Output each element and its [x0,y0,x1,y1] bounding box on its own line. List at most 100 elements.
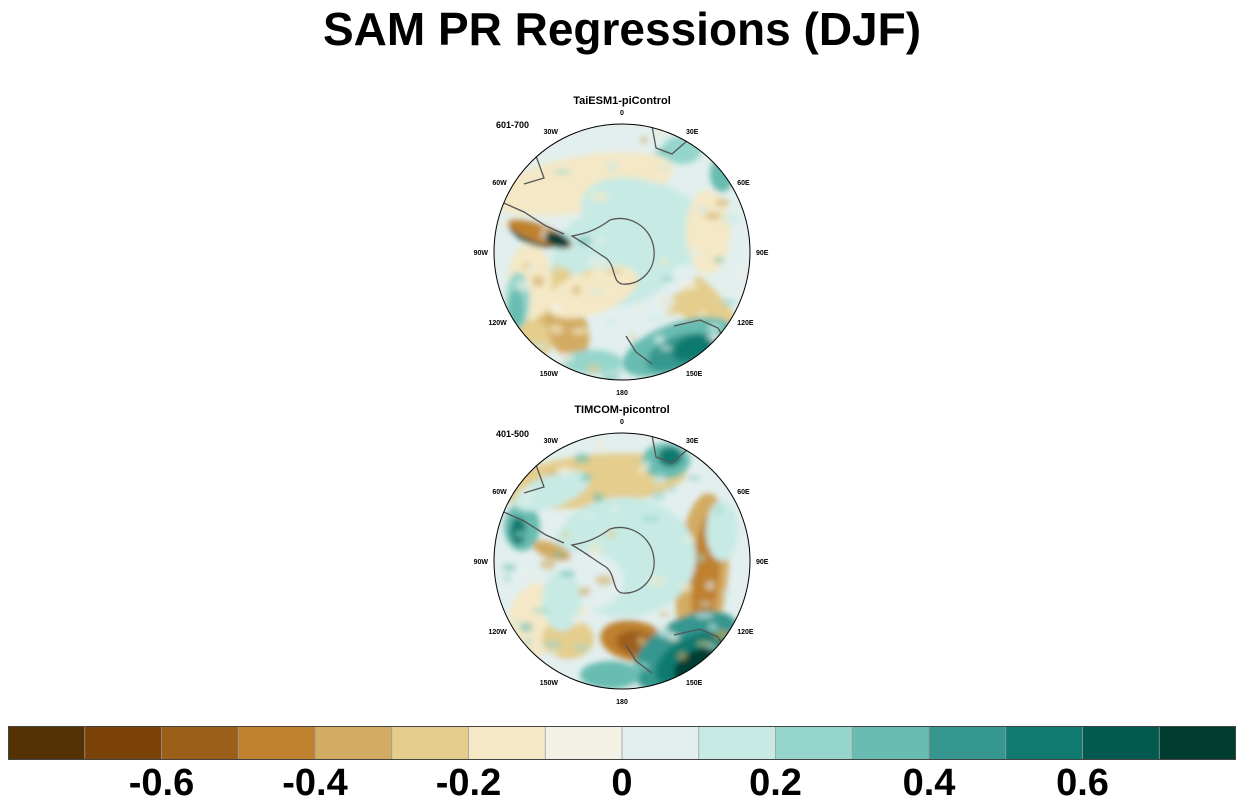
contour-speck [587,257,607,266]
longitude-label: 0 [620,419,624,426]
contour-speck [657,258,671,265]
contour-speck [721,298,736,307]
longitude-label: 90W [474,250,489,257]
longitude-label: 60E [737,489,750,496]
contour-speck [548,323,564,336]
contour-speck [708,623,718,632]
contour-speck [711,222,718,227]
longitude-label: 90W [474,559,489,566]
contour-speck [648,576,665,587]
contour-speck [521,488,534,494]
south-america-coastline [496,508,565,544]
contour-speck [696,641,713,646]
contour-patch [580,177,716,267]
panel-period: 601-700 [496,120,529,130]
contour-speck [512,620,524,626]
contour-speck [559,570,576,577]
contour-speck [577,236,592,246]
contour-speck [705,580,715,591]
contour-speck [675,571,687,580]
contour-patch [658,447,682,467]
contour-speck [632,339,640,350]
contour-speck [586,652,598,659]
contour-speck [589,288,605,295]
antarctica-coastline [570,217,655,285]
new-zealand-coastline [625,644,653,674]
longitude-label: 60W [492,180,507,187]
contour-speck [721,213,741,225]
contour-speck [561,531,571,539]
contour-speck [580,270,593,277]
regression-field [494,124,750,380]
contour-speck [606,161,619,172]
longitude-label: 30E [686,129,699,136]
contour-speck [580,473,593,482]
contour-speck [695,206,710,213]
colorbar-box [468,726,546,760]
contour-speck [680,280,698,291]
colorbar-tick-label: -0.6 [128,762,195,804]
contour-patch [543,231,571,249]
contour-speck [657,165,670,170]
contour-speck [531,275,545,287]
contour-speck [573,644,590,651]
contour-speck [637,636,646,646]
colorbar-tick-label: -0.2 [435,762,502,804]
contour-speck [572,614,582,626]
contour-speck [611,506,620,513]
contour-speck [688,247,701,259]
contour-speck [538,314,557,326]
contour-speck [633,352,651,365]
contour-speck [694,612,714,619]
antarctica-coastline [570,526,655,594]
colorbar-box [698,726,776,760]
contour-speck [658,612,670,617]
contour-speck [589,191,609,203]
contour-speck [570,586,582,593]
contour-speck [542,640,563,648]
contour-speck [515,530,526,538]
contour-speck [697,554,706,563]
colorbar-box [315,726,393,760]
contour-speck [515,279,533,291]
contour-speck [713,256,725,263]
contour-speck [572,285,581,295]
contour-speck [606,289,623,296]
contour-speck [681,583,693,593]
contour-speck [517,575,527,586]
contour-speck [571,327,590,336]
contour-speck [523,569,531,579]
chart-title: SAM PR Regressions (DJF) [322,3,922,55]
longitude-label: 180 [616,699,628,706]
longitude-label: 30W [544,438,559,445]
colorbar-box [545,726,623,760]
contour-speck [656,627,670,635]
contour-speck [527,264,536,273]
map-boundary [493,432,751,690]
contour-speck [640,136,648,144]
longitude-label: 0 [620,110,624,117]
longitude-label: 150W [540,371,559,378]
contour-speck [574,453,591,464]
longitude-label: 60W [492,489,507,496]
contour-speck [555,187,575,199]
contour-speck [537,300,556,305]
colorbar-tick-label: -0.4 [282,762,348,804]
contour-speck [669,634,677,640]
contour-speck [653,334,665,345]
panel-title: TaiESM1-piControl [573,95,671,107]
contour-speck [677,652,688,661]
contour-speck [733,596,749,601]
contour-speck [546,266,567,271]
south-america-coastline [496,199,565,235]
contour-speck [602,268,611,273]
contour-speck [531,342,548,350]
colorbar-box [84,726,162,760]
contour-speck [594,238,606,244]
contour-speck [582,513,596,518]
panel-title: TIMCOM-picontrol [574,404,669,416]
longitude-label: 180 [616,390,628,397]
contour-speck [646,315,667,321]
contour-patch [510,517,526,545]
colorbar-tick-label: 0.4 [902,762,956,804]
